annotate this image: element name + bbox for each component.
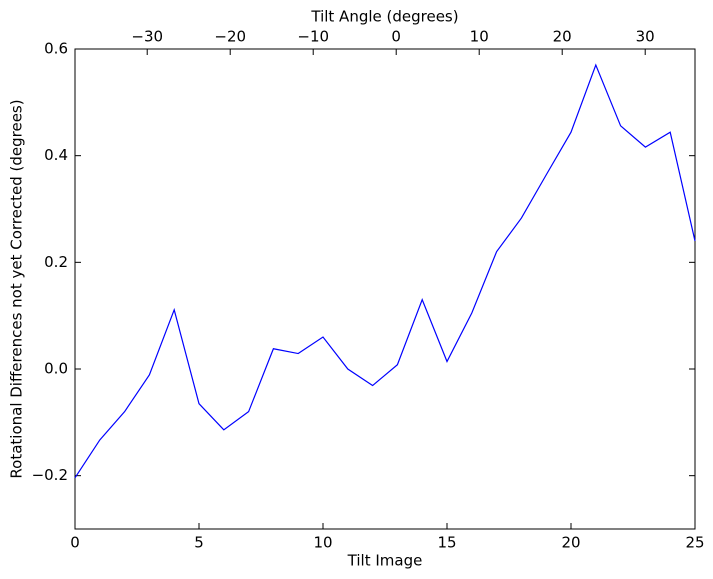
x2-tick-label: −30 bbox=[131, 28, 163, 46]
x2-tick-label: 30 bbox=[636, 28, 655, 46]
y-tick-label: −0.2 bbox=[32, 466, 68, 484]
x2-axis-label: Tilt Angle (degrees) bbox=[310, 8, 458, 26]
x2-tick-label: 0 bbox=[391, 28, 401, 46]
y-tick-label: 0.2 bbox=[44, 253, 68, 271]
x-tick-label: 0 bbox=[70, 534, 80, 552]
x-tick-label: 20 bbox=[561, 534, 580, 552]
data-line bbox=[74, 63, 696, 479]
y-axis-label: Rotational Differences not yet Corrected… bbox=[8, 99, 26, 478]
x2-tick-label: 20 bbox=[553, 28, 572, 46]
y-tick-label: 0.4 bbox=[44, 146, 68, 164]
x2-tick-label: −20 bbox=[214, 28, 246, 46]
x2-tick-label: −10 bbox=[297, 28, 329, 46]
y-tick-label: 0.0 bbox=[44, 360, 68, 378]
y-tick-label: 0.6 bbox=[44, 40, 68, 58]
x-axis-label: Tilt Image bbox=[347, 552, 423, 570]
plot-frame bbox=[74, 48, 696, 530]
x-tick-label: 10 bbox=[313, 534, 332, 552]
x-tick-label: 5 bbox=[194, 534, 204, 552]
x2-tick-label: 10 bbox=[470, 28, 489, 46]
x-tick-label: 15 bbox=[437, 534, 456, 552]
x-tick-label: 25 bbox=[685, 534, 704, 552]
